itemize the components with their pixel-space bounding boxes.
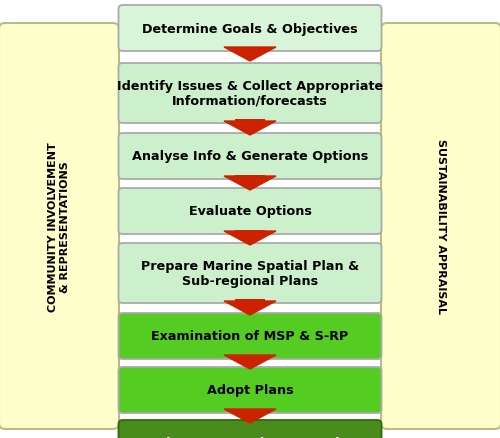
Text: Adopt Plans: Adopt Plans [206,384,294,396]
FancyBboxPatch shape [118,64,382,124]
Polygon shape [224,231,276,245]
Polygon shape [224,122,276,136]
Text: SUSTAINABILITY APPRAISAL: SUSTAINABILITY APPRAISAL [436,139,446,314]
Polygon shape [224,177,276,191]
Text: Examination of MSP & S-RP: Examination of MSP & S-RP [152,330,348,343]
FancyBboxPatch shape [118,313,382,359]
FancyBboxPatch shape [235,176,265,177]
FancyBboxPatch shape [118,6,382,52]
FancyBboxPatch shape [118,189,382,234]
FancyBboxPatch shape [235,230,265,231]
FancyBboxPatch shape [118,367,382,413]
FancyBboxPatch shape [118,420,382,438]
Text: Evaluate Options: Evaluate Options [188,205,312,218]
Text: Implement, Monitor & Review: Implement, Monitor & Review [138,437,362,438]
FancyBboxPatch shape [381,24,500,429]
Text: COMMUNITY INVOLVEMENT
& REPRESENTATIONS: COMMUNITY INVOLVEMENT & REPRESENTATIONS [48,142,70,311]
Polygon shape [224,409,276,423]
Text: Identify Issues & Collect Appropriate
Information/forecasts: Identify Issues & Collect Appropriate In… [117,80,383,108]
Polygon shape [224,301,276,315]
Polygon shape [224,48,276,62]
FancyBboxPatch shape [235,120,265,122]
FancyBboxPatch shape [0,24,119,429]
Text: Analyse Info & Generate Options: Analyse Info & Generate Options [132,150,368,163]
Polygon shape [224,355,276,369]
FancyBboxPatch shape [118,244,382,303]
FancyBboxPatch shape [118,134,382,180]
Text: Prepare Marine Spatial Plan &
Sub-regional Plans: Prepare Marine Spatial Plan & Sub-region… [141,259,359,287]
FancyBboxPatch shape [235,299,265,301]
Text: Determine Goals & Objectives: Determine Goals & Objectives [142,22,358,35]
